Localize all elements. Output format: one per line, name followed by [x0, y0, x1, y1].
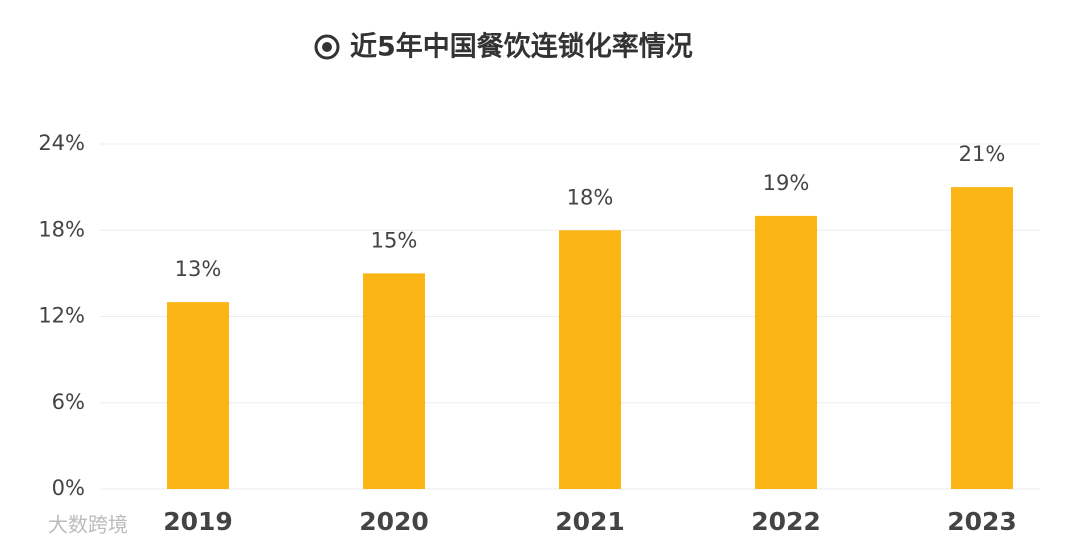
- x-tick-label: 2020: [359, 507, 429, 536]
- bar: [951, 187, 1013, 489]
- bar: [559, 230, 621, 489]
- title-icon-dot: [322, 42, 332, 52]
- y-tick-label: 18%: [38, 217, 85, 241]
- x-tick-label: 2023: [947, 507, 1017, 536]
- data-label: 18%: [567, 185, 614, 209]
- y-tick-label: 12%: [38, 304, 85, 328]
- data-label: 15%: [371, 228, 418, 252]
- watermark: 大数跨境: [48, 513, 128, 537]
- bar: [363, 273, 425, 489]
- data-label: 19%: [763, 171, 810, 195]
- x-tick-label: 2022: [751, 507, 821, 536]
- chart-title: 近5年中国餐饮连锁化率情况: [350, 31, 693, 63]
- title-icon: [314, 34, 340, 60]
- bar: [167, 302, 229, 489]
- data-label: 13%: [175, 257, 222, 281]
- data-label: 21%: [959, 142, 1006, 166]
- x-tick-label: 2019: [163, 507, 233, 536]
- x-tick-label: 2021: [555, 507, 625, 536]
- y-tick-label: 6%: [52, 390, 85, 414]
- y-tick-label: 0%: [52, 476, 85, 500]
- bar: [755, 215, 817, 489]
- y-tick-label: 24%: [38, 131, 85, 155]
